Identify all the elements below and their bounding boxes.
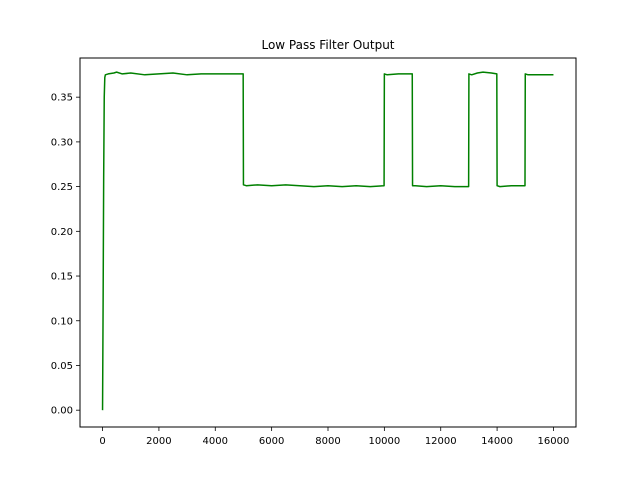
plot-area: 0 2000 4000 6000 8000 10000 12000 14000 16000 0.… [51,57,577,447]
y-tick-label: 0.05 [51,361,73,372]
y-tick-label: 0.10 [51,316,73,327]
x-tick-label: 6000 [259,436,284,447]
chart-title: Low Pass Filter Output [261,38,394,52]
x-tick-label: 8000 [315,436,340,447]
y-axis: 0.00 0.05 0.10 0.15 0.20 0.25 0.30 0.35 [51,93,80,417]
y-tick-label: 0.15 [51,272,73,283]
x-tick-label: 16000 [538,436,570,447]
x-tick-label: 4000 [203,436,228,447]
series-layer [101,71,554,411]
x-axis: 0 2000 4000 6000 8000 10000 12000 14000 16000 [99,427,569,447]
y-tick-label: 0.35 [51,93,73,104]
x-tick-label: 14000 [481,436,513,447]
y-tick-label: 0.30 [51,137,73,148]
plot-frame [79,57,577,428]
y-tick-label: 0.00 [51,406,73,417]
x-tick-label: 2000 [146,436,171,447]
y-tick-label: 0.20 [51,227,73,238]
x-tick-label: 0 [99,436,105,447]
x-tick-label: 10000 [368,436,400,447]
series-line [101,71,554,411]
y-tick-label: 0.25 [51,182,73,193]
x-tick-label: 12000 [425,436,457,447]
